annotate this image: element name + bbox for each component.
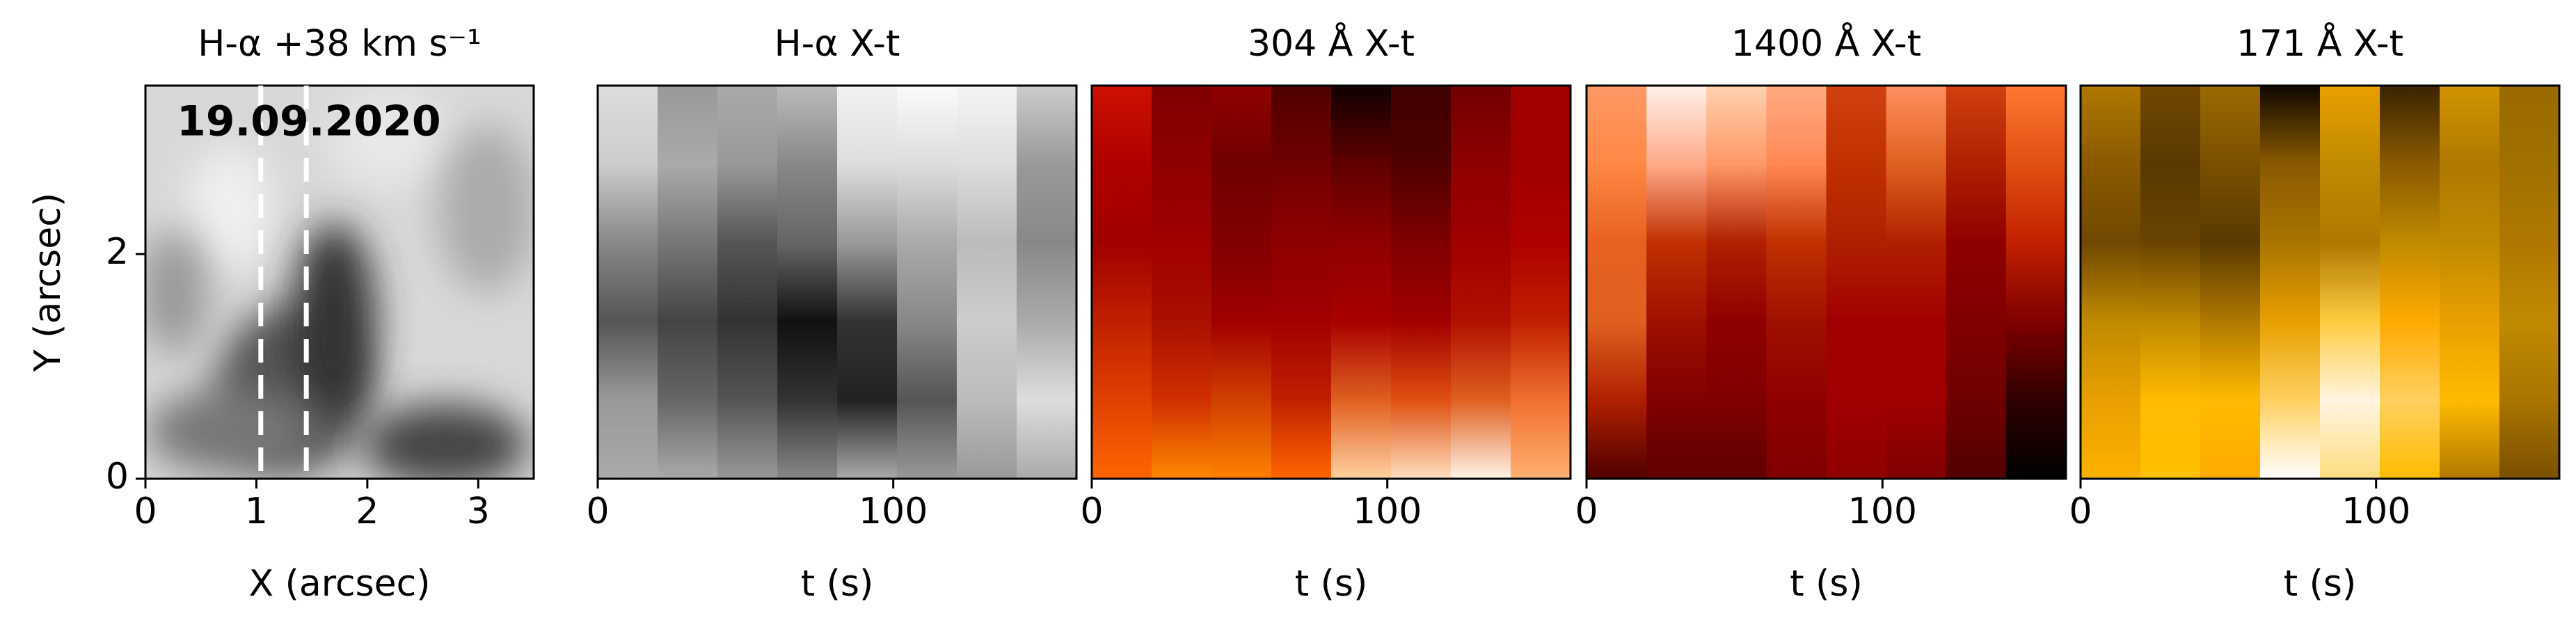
- panel-title: 1400 Å X-t: [1731, 22, 1921, 65]
- panel-title: 304 Å X-t: [1248, 22, 1415, 65]
- image-texture: [146, 390, 313, 473]
- x-axis-label: X (arcsec): [248, 563, 430, 605]
- image-column: [598, 86, 658, 479]
- image-column: [897, 86, 957, 479]
- x-tick-label: 2: [356, 491, 379, 532]
- image-column: [1271, 86, 1332, 479]
- image-column: [1511, 86, 1571, 479]
- y-axis-label: Y (arcsec): [27, 193, 69, 372]
- panel: H-α +38 km s⁻¹ X (arcsec) 0 1 2 3 0 2 Y (arcsec)…: [27, 23, 535, 605]
- x-tick-label: 0: [1575, 491, 1598, 532]
- image-column: [957, 86, 1017, 479]
- image-column: [837, 86, 898, 479]
- axes-frame: [1090, 84, 1572, 480]
- image-column: [1587, 86, 1648, 479]
- panel: 304 Å X-t t (s) 0 100: [1080, 22, 1572, 605]
- image-column: [2320, 86, 2380, 479]
- x-axis-label: t (s): [1790, 563, 1863, 605]
- image-column: [2260, 86, 2321, 479]
- x-tick-label: 0: [2069, 491, 2092, 532]
- axes-frame: [144, 84, 535, 480]
- image-column: [1766, 86, 1827, 479]
- image-column: [1152, 86, 1212, 479]
- panel-title: H-α +38 km s⁻¹: [198, 23, 482, 65]
- image-column: [2200, 86, 2261, 479]
- image: [145, 86, 534, 479]
- x-axis-label: t (s): [2284, 563, 2357, 605]
- image-column: [658, 86, 718, 479]
- image-column: [1017, 86, 1077, 479]
- panel: H-α X-t t (s) 0 100: [586, 23, 1078, 605]
- x-tick-label: 0: [586, 491, 609, 532]
- x-axis-label: t (s): [1295, 563, 1368, 605]
- image-texture: [292, 223, 376, 418]
- image-texture: [327, 90, 452, 188]
- image-texture: [188, 146, 271, 271]
- image-column: [1211, 86, 1272, 479]
- image-column: [2140, 86, 2201, 479]
- x-tick-label: 1: [245, 491, 268, 532]
- x-tick-label: 0: [1080, 491, 1103, 532]
- image-texture: [145, 230, 209, 355]
- image-column: [2081, 86, 2141, 479]
- image-column: [1451, 86, 1511, 479]
- image-column: [1391, 86, 1452, 479]
- image-column: [2005, 86, 2067, 479]
- x-tick-label: 100: [1353, 491, 1422, 532]
- image-column: [1886, 86, 1947, 479]
- y-tick-label: 2: [106, 231, 129, 273]
- image-column: [1826, 86, 1887, 479]
- image-texture: [438, 125, 534, 292]
- x-tick-label: 100: [1848, 491, 1917, 532]
- panel: 1400 Å X-t t (s) 0 100: [1575, 22, 2067, 605]
- x-tick-label: 100: [2342, 491, 2410, 532]
- image-column: [1646, 86, 1708, 479]
- axes-frame: [596, 84, 1078, 480]
- panel: 171 Å X-t t (s) 0 100: [2069, 22, 2561, 605]
- image-column: [2440, 86, 2500, 479]
- x-tick-label: 100: [859, 491, 928, 532]
- axes-frame: [1585, 84, 2067, 480]
- image-column: [1092, 86, 1152, 479]
- panel-title: 171 Å X-t: [2236, 22, 2403, 65]
- panel-title: H-α X-t: [774, 23, 900, 65]
- image-column: [717, 86, 778, 479]
- axes-frame: [2079, 84, 2561, 480]
- image-column: [1706, 86, 1767, 479]
- x-tick-label: 0: [134, 491, 157, 532]
- x-tick-label: 3: [467, 491, 490, 532]
- x-axis-label: t (s): [801, 563, 874, 605]
- y-tick-label: 0: [106, 456, 129, 498]
- image-column: [2499, 86, 2560, 479]
- image-column: [2380, 86, 2440, 479]
- image-column: [1331, 86, 1392, 479]
- image-texture: [362, 404, 529, 479]
- image-column: [1946, 86, 2007, 479]
- date-annotation: 19.09.2020: [177, 97, 441, 146]
- image-column: [777, 86, 838, 479]
